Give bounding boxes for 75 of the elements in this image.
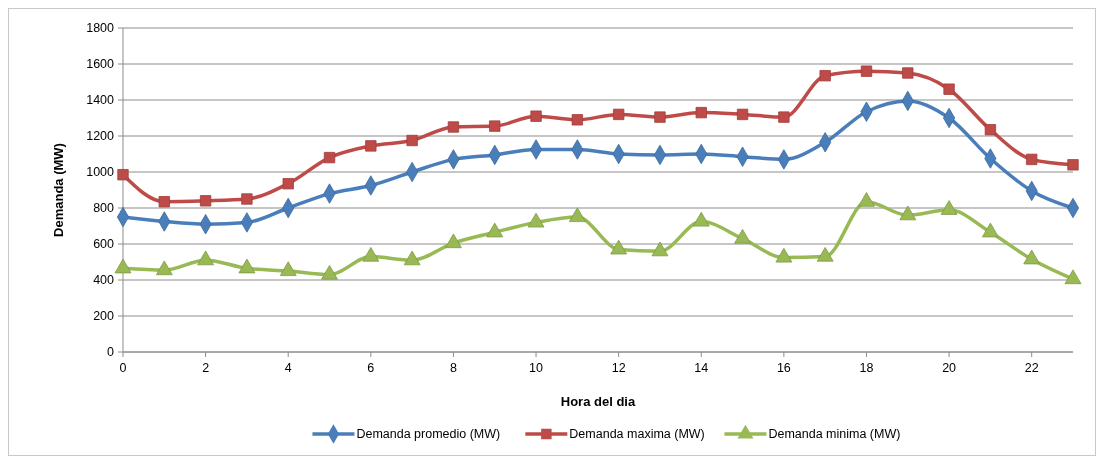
point [321, 265, 338, 280]
point [816, 247, 834, 262]
point [568, 207, 586, 222]
y-tick-label: 200 [93, 309, 115, 324]
point [734, 229, 751, 244]
point [527, 212, 545, 228]
x-axis-title: Hora del dia [560, 394, 636, 409]
point [403, 250, 421, 266]
x-tick-label: 0 [119, 361, 127, 375]
y-tick-label: 1800 [86, 21, 115, 36]
x-tick-label: 16 [776, 361, 791, 375]
point [858, 192, 875, 207]
x-tick-label: 2 [202, 361, 210, 375]
point [114, 258, 132, 274]
point [902, 67, 914, 79]
point [940, 200, 958, 215]
point [613, 108, 625, 121]
point [158, 196, 170, 208]
point [197, 250, 214, 266]
point [899, 205, 917, 221]
point [241, 193, 253, 205]
legend-label: Demanda minima (MW) [768, 427, 901, 442]
point [199, 195, 212, 207]
point [610, 239, 628, 255]
point [1064, 269, 1082, 285]
point [778, 111, 790, 123]
x-tick-label: 8 [449, 361, 457, 375]
point [736, 108, 749, 121]
point [323, 151, 336, 164]
point [571, 114, 583, 126]
point [117, 169, 129, 181]
x-tick-label: 22 [1024, 361, 1039, 375]
point [692, 211, 710, 227]
point [984, 124, 997, 136]
point [530, 110, 542, 122]
point [819, 70, 831, 82]
y-axis-title: Demanda (MW) [51, 143, 66, 237]
point [651, 241, 669, 257]
point [279, 261, 297, 276]
y-tick-label: 800 [93, 201, 115, 216]
point [238, 258, 256, 274]
x-tick-label: 20 [942, 361, 957, 375]
y-tick-label: 1000 [86, 165, 115, 180]
y-tick-label: 1200 [86, 129, 115, 144]
point [155, 260, 173, 276]
point [447, 121, 460, 133]
point [775, 247, 793, 263]
legend-label: Demanda promedio (MW) [356, 427, 501, 442]
point [365, 140, 377, 152]
point [362, 247, 380, 262]
point [1026, 153, 1038, 166]
y-tick-label: 0 [107, 345, 115, 360]
x-tick-label: 18 [859, 361, 874, 375]
x-tick-label: 4 [284, 361, 292, 375]
x-tick-label: 14 [694, 361, 709, 375]
y-tick-label: 400 [93, 273, 115, 288]
point [860, 65, 873, 77]
point [982, 222, 999, 238]
y-tick-label: 1400 [86, 93, 115, 108]
x-tick-label: 10 [529, 361, 544, 375]
point [406, 134, 418, 147]
y-tick-label: 1600 [86, 57, 115, 72]
point [1067, 159, 1079, 171]
point [654, 111, 666, 123]
point [445, 233, 462, 249]
x-tick-label: 6 [367, 361, 375, 375]
legend-label: Demanda maxima (MW) [569, 427, 705, 442]
x-tick-label: 12 [611, 361, 626, 375]
point [486, 222, 504, 238]
point [943, 83, 955, 95]
point [695, 106, 707, 119]
y-tick-label: 600 [93, 237, 115, 252]
point [489, 120, 501, 132]
point [282, 178, 294, 190]
point [1023, 249, 1041, 265]
